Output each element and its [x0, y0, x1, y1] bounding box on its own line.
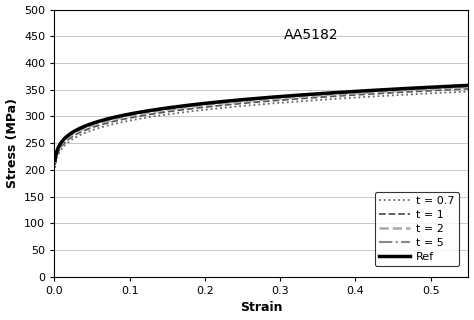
- t = 5: [465, 84, 471, 88]
- Line: t = 5: t = 5: [55, 86, 468, 161]
- Line: t = 0.7: t = 0.7: [55, 92, 468, 168]
- X-axis label: Strain: Strain: [240, 301, 283, 315]
- Ref: [52, 158, 58, 162]
- t = 0.7: [52, 166, 58, 170]
- Ref: [328, 91, 334, 95]
- t = 1: [158, 111, 164, 115]
- t = 5: [364, 89, 369, 93]
- Legend: t = 0.7, t = 1, t = 2, t = 5, Ref: t = 0.7, t = 1, t = 2, t = 5, Ref: [374, 191, 459, 266]
- t = 0.7: [465, 90, 471, 93]
- t = 1: [125, 116, 131, 120]
- t = 5: [296, 94, 301, 98]
- Line: Ref: Ref: [55, 85, 468, 160]
- t = 0.7: [296, 100, 301, 103]
- t = 1: [328, 94, 334, 98]
- Ref: [125, 112, 131, 116]
- t = 2: [328, 93, 334, 97]
- t = 1: [296, 97, 301, 101]
- Text: AA5182: AA5182: [284, 28, 338, 42]
- t = 0.7: [239, 104, 245, 108]
- t = 5: [158, 108, 164, 111]
- t = 2: [125, 114, 131, 118]
- Ref: [239, 98, 245, 102]
- Ref: [296, 93, 301, 97]
- t = 5: [125, 113, 131, 117]
- t = 2: [239, 100, 245, 103]
- t = 5: [239, 99, 245, 102]
- t = 5: [52, 159, 58, 163]
- Line: t = 1: t = 1: [55, 89, 468, 165]
- t = 5: [328, 92, 334, 95]
- t = 2: [296, 95, 301, 99]
- t = 2: [364, 91, 369, 94]
- t = 2: [52, 161, 58, 164]
- t = 1: [239, 101, 245, 105]
- Y-axis label: Stress (MPa): Stress (MPa): [6, 98, 18, 188]
- t = 0.7: [125, 119, 131, 123]
- Ref: [158, 107, 164, 111]
- Line: t = 2: t = 2: [55, 87, 468, 163]
- t = 0.7: [364, 95, 369, 99]
- Ref: [465, 84, 471, 87]
- t = 1: [465, 87, 471, 91]
- t = 0.7: [158, 113, 164, 117]
- Ref: [364, 89, 369, 93]
- t = 1: [364, 92, 369, 96]
- t = 2: [465, 85, 471, 89]
- t = 2: [158, 109, 164, 113]
- t = 1: [52, 163, 58, 167]
- t = 0.7: [328, 97, 334, 101]
